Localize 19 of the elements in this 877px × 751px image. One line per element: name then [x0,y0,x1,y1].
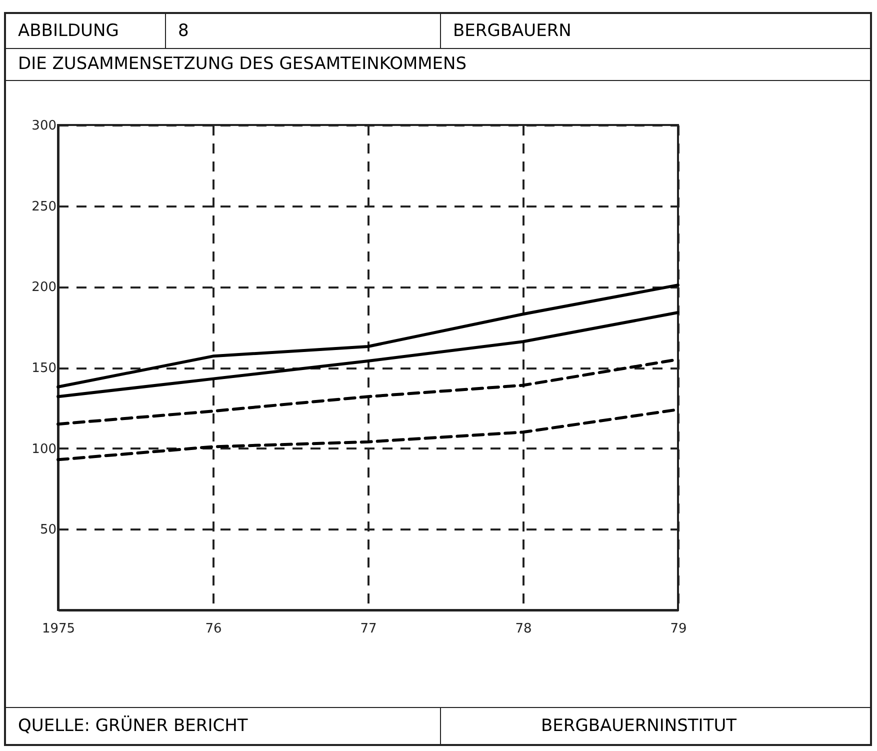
line-series [56,311,680,398]
line-series [56,284,680,388]
y-tick-label: 100 [32,442,56,457]
x-tick-label: 78 [515,622,532,636]
text: BERGBAUERN [452,20,572,43]
x-tick-label: 77 [360,622,377,636]
chart-title: DIE ZUSAMMENSETZUNG DES GESAMTEINKOMMENS [17,53,467,76]
x-tick-label: 1975 [42,622,76,636]
text: 8 [166,14,441,48]
text: ABBILDUNG [6,14,166,48]
y-tick-label: 250 [32,199,56,214]
source-note: QUELLE: GRÜNER BERICHT [6,708,441,744]
x-tick-label: 76 [205,622,222,636]
y-tick-label: 50 [40,522,56,538]
text: BERGBAUERNINSTITUT [540,715,737,738]
y-tick-label: 200 [32,280,56,296]
y-tick-label: 150 [32,361,56,376]
y-tick-label: 300 [32,118,56,134]
x-tick-label: 79 [670,622,687,636]
